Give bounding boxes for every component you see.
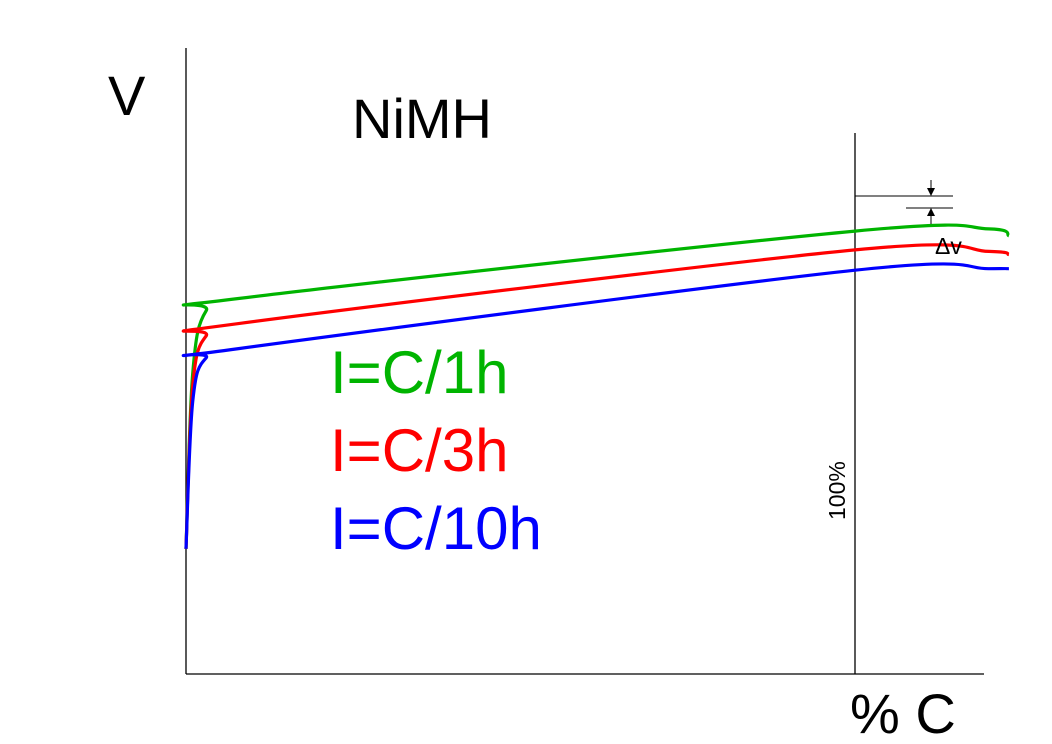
delta-v-arrow-head-down [927,188,935,196]
series-layer [181,223,1010,549]
delta-v-arrow-head-up [927,208,935,216]
legend-entry-2: I=C/3h [330,417,508,484]
legend-entry-1: I=C/1h [330,339,508,406]
delta-v-annotation [855,180,953,224]
series-line-2 [181,243,1010,549]
x-axis-label: % C [850,682,956,744]
series-line-1 [181,223,1010,549]
series-line-3 [181,262,1009,549]
full-charge-label: 100% [824,461,850,520]
delta-v-label: Δv [935,233,962,259]
chart-title: NiMH [352,87,492,150]
legend: I=C/1h I=C/3h I=C/10h [330,339,542,562]
y-axis-label: V [108,64,146,127]
legend-entry-3: I=C/10h [330,495,542,562]
